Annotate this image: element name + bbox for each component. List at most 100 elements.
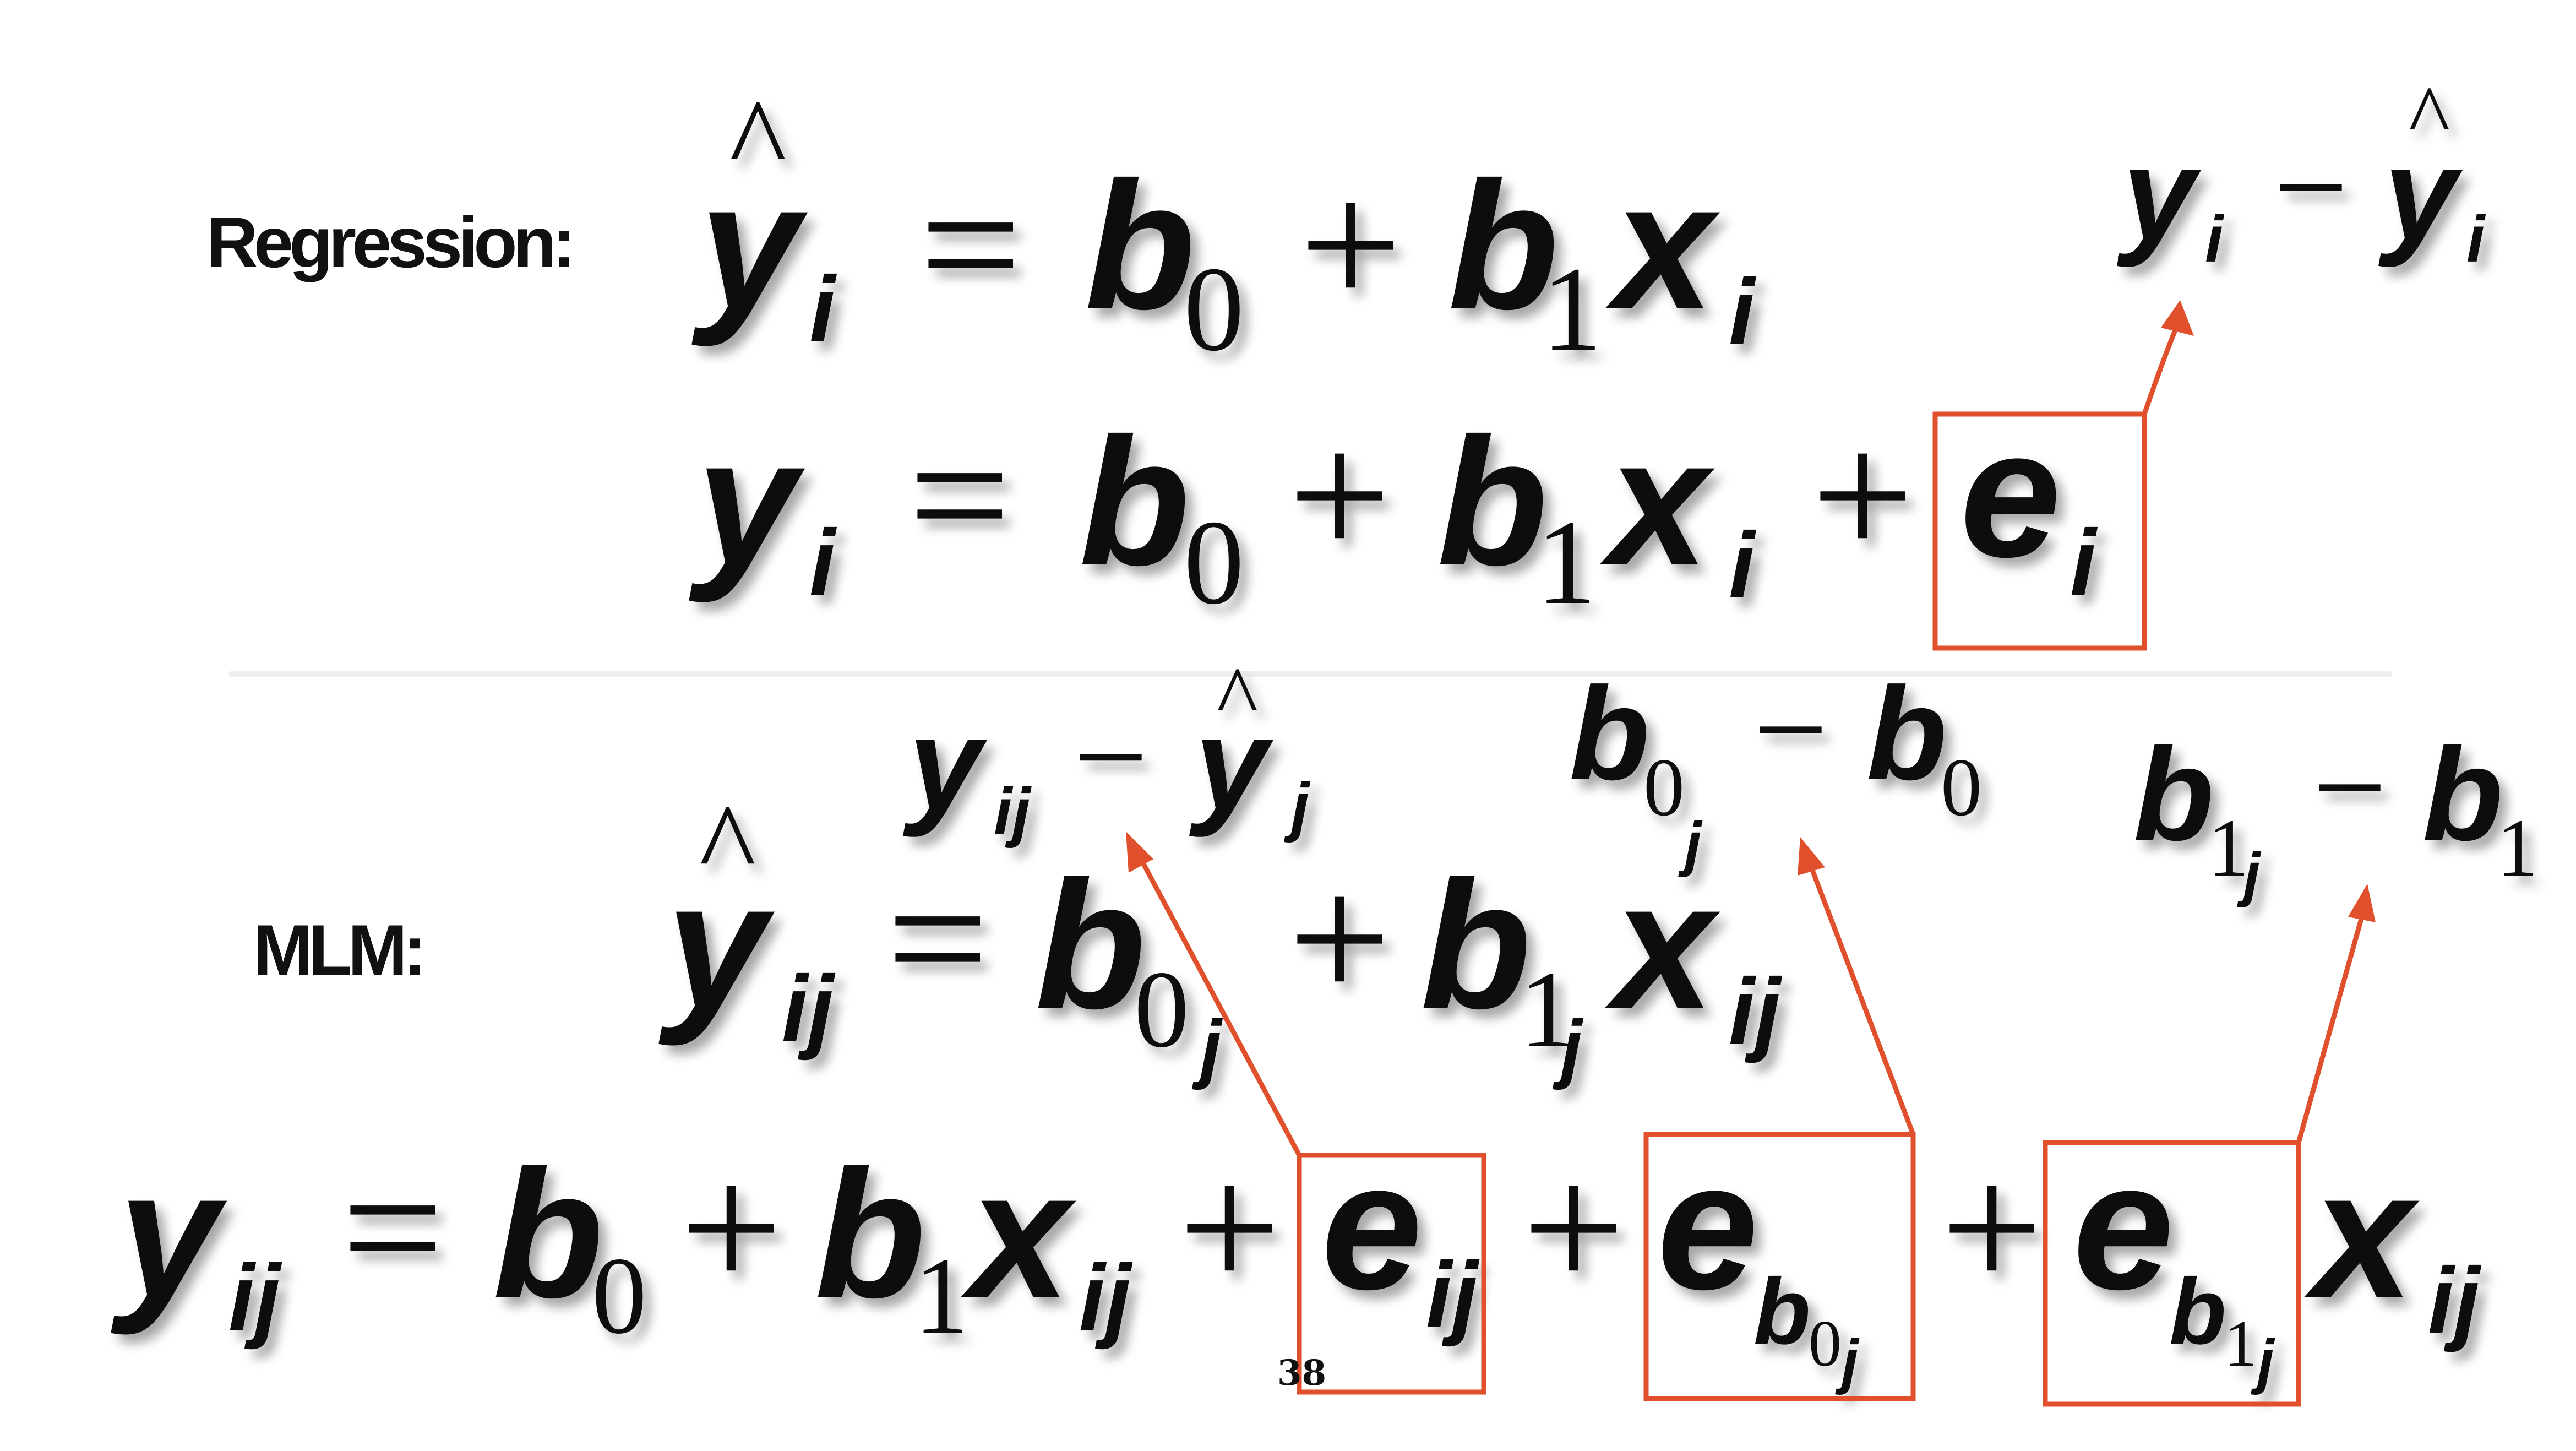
level1-residual-arrowhead [1126, 832, 1153, 873]
b-symbol: b [2133, 720, 2214, 868]
residual-arrowhead [2161, 300, 2194, 336]
minus-sign: − [1074, 683, 1148, 830]
equals-sign: = [341, 1127, 444, 1328]
subscript-b: b [2169, 1259, 2226, 1364]
b-symbol: b [493, 1132, 604, 1335]
slope-residual-arrow [2296, 916, 2365, 1144]
subscript-zero: 0 [1184, 495, 1244, 629]
y-hat-symbol: y [1189, 690, 1274, 838]
e-symbol: e [1657, 1124, 1758, 1327]
subscript-zero: 0 [1941, 742, 1982, 833]
subscript-zero: 0 [1643, 742, 1685, 833]
b-symbol: b [1035, 843, 1146, 1046]
subscript-i: i [2205, 202, 2225, 276]
x-symbol: x [1605, 843, 1721, 1046]
subscript-zero: 0 [1809, 1307, 1842, 1380]
hat-symbol: ^ [2409, 67, 2450, 165]
x-symbol: x [1599, 400, 1715, 603]
subscript-zero: 0 [1184, 242, 1244, 376]
subscript-i: i [1729, 260, 1757, 365]
x-symbol: x [961, 1132, 1077, 1335]
subscript-ij: ij [994, 775, 1032, 849]
subscript-one: 1 [1520, 949, 1575, 1070]
subscript-ij: ij [1729, 959, 1783, 1064]
plus-sign: + [1299, 144, 1402, 345]
b-symbol: b [1437, 400, 1548, 603]
subscript-i: i [809, 257, 837, 362]
subscript-i: i [2070, 510, 2098, 615]
intercept-residual-arrow [1809, 866, 1916, 1135]
y-symbol: y [110, 1132, 230, 1336]
plus-sign: + [1288, 395, 1391, 596]
slope-residual-arrowhead [2348, 884, 2376, 922]
subscript-j: j [1191, 1004, 1223, 1090]
subscript-one: 1 [1542, 242, 1602, 376]
level1-residual-box [1297, 1153, 1486, 1395]
hat-symbol: ^ [1217, 648, 1258, 746]
x-symbol: x [2304, 1132, 2420, 1335]
y-symbol: y [688, 400, 808, 604]
plus-sign: + [1178, 1127, 1281, 1328]
b-symbol: b [1569, 660, 1650, 807]
level1-residual-arrow [1140, 860, 1301, 1157]
y-hat-symbol: y [2378, 120, 2463, 268]
page-number: 38 [1277, 1352, 1327, 1394]
equals-sign: = [908, 395, 1011, 596]
residual-highlight-box [1932, 411, 2147, 651]
b-symbol: b [1420, 843, 1532, 1046]
plus-sign: + [1288, 838, 1391, 1039]
intercept-residual-box [1643, 1132, 1916, 1401]
subscript-ij: ij [2428, 1248, 2482, 1353]
subscript-one: 1 [1536, 495, 1597, 629]
subscript-zero: 0 [592, 1235, 647, 1357]
plus-sign: + [1941, 1127, 2043, 1328]
b-symbol: b [815, 1132, 926, 1335]
y-hat-symbol: y [658, 843, 777, 1047]
b-symbol: b [2422, 720, 2503, 868]
level1-residual-annotation: y ij − y ^ j [903, 648, 1311, 849]
e-symbol: e [1960, 392, 2061, 595]
slope-residual-box [2043, 1140, 2301, 1407]
regression-observed-equation: y i = b 0 + b 1 x i + e i [688, 392, 2098, 629]
equals-sign: = [919, 144, 1022, 345]
subscript-one: 1 [2497, 802, 2538, 894]
b-symbol: b [1448, 144, 1559, 347]
slope-residual-annotation: b 1 j − b 1 [2133, 714, 2538, 908]
b-symbol: b [1866, 660, 1947, 807]
regression-predicted-equation: y ^ i = b 0 + b 1 x i [691, 74, 1757, 376]
intercept-residual-arrowhead [1798, 837, 1825, 876]
residual-annotation: y i − y ^ i [2117, 67, 2486, 276]
x-symbol: x [1605, 144, 1721, 347]
plus-sign: + [1522, 1127, 1625, 1328]
subscript-ij: ij [1079, 1246, 1133, 1350]
y-hat-symbol: y [691, 144, 810, 348]
subscript-ij: ij [782, 957, 836, 1061]
subscript-ij: ij [228, 1246, 282, 1350]
subscript-one: 1 [2224, 1307, 2257, 1380]
b-symbol: b [1079, 400, 1190, 603]
subscript-i: i [2466, 202, 2486, 276]
b-symbol: b [1085, 144, 1196, 347]
y-symbol: y [2117, 120, 2202, 268]
e-symbol: e [2073, 1124, 2174, 1327]
y-symbol: y [903, 690, 988, 838]
residual-arrow [2142, 324, 2180, 415]
section-divider [228, 671, 2392, 677]
subscript-i: i [809, 510, 837, 615]
plus-sign: + [680, 1127, 782, 1328]
mlm-observed-equation: y ij = b 0 + b 1 x ij + e ij + e b 0 j +… [110, 1124, 2482, 1395]
subscript-ij: ij [1426, 1243, 1480, 1347]
subscript-j: j [1284, 769, 1311, 843]
equals-sign: = [886, 838, 989, 1039]
subscript-i: i [1729, 513, 1757, 618]
intercept-residual-annotation: b 0 j − b 0 [1569, 656, 1982, 878]
mlm-label: MLM: [253, 910, 427, 990]
minus-sign: − [2312, 714, 2387, 860]
subscript-zero: 0 [1134, 949, 1189, 1070]
regression-label: Regression: [206, 202, 576, 282]
hat-symbol: ^ [699, 779, 756, 913]
minus-sign: − [2274, 113, 2348, 260]
subscript-one: 1 [914, 1235, 969, 1357]
